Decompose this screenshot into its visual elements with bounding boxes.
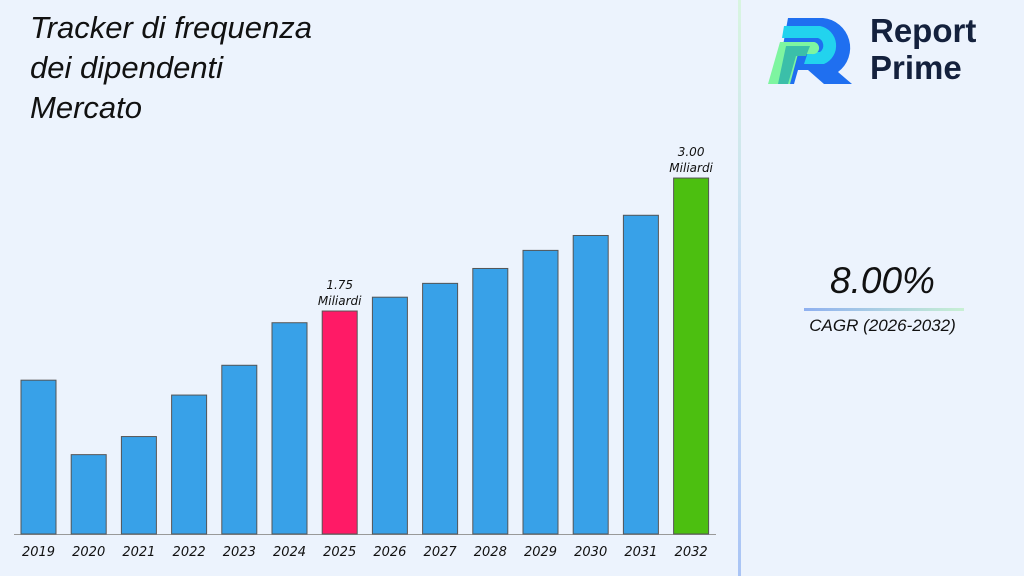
bar-2022 [171,394,208,535]
title-line: dei dipendenti [30,50,224,85]
cagr-underline [804,308,964,311]
brand-line: Report [870,12,977,49]
x-tick-label: 2027 [424,545,458,560]
data-label-unit: Miliardi [318,294,362,308]
x-tick-label: 2031 [624,545,657,560]
x-tick-label: 2020 [72,545,105,560]
bar-2028 [472,267,509,535]
x-tick-label: 2032 [675,545,708,560]
chart-title: Tracker di frequenza dei dipendenti Merc… [30,8,312,128]
x-tick-label: 2023 [223,545,256,560]
x-tick-label: 2029 [524,545,557,560]
bar-2019 [20,379,57,535]
bar-2025 [321,310,358,535]
x-tick-label: 2030 [574,545,607,560]
title-line: Tracker di frequenza [30,10,312,45]
bar-2031 [622,214,659,535]
x-tick-label: 2026 [373,545,406,560]
bar-2021 [120,436,157,535]
x-tick-label: 2019 [22,545,55,560]
brand-line: Prime [870,49,962,86]
bar-chart: 2019 2020 2021 2022 2023 2024 2025 2026 2027 2028… [14,145,716,560]
cagr-label: CAGR (2026-2032) [809,316,956,335]
title-line: Mercato [30,90,142,125]
x-tick-label: 2022 [173,545,206,560]
bar-2032 [673,177,710,535]
bar-2030 [572,234,609,535]
bar-2029 [522,249,559,535]
bar-2024 [271,322,308,535]
x-tick-label: 2024 [273,545,306,560]
brand-name: Report Prime [870,12,976,86]
data-label-unit: Miliardi [669,161,713,175]
bar-2027 [422,282,459,535]
bar-2020 [70,454,107,535]
report-prime-logo-icon [768,18,852,84]
x-tick-label: 2021 [122,545,155,560]
data-label-value: 1.75 [326,278,353,292]
cagr-value: 8.00% [830,260,935,301]
bar-2026 [371,296,408,535]
x-tick-label: 2028 [474,545,507,560]
bar-2023 [221,364,258,535]
data-label-value: 3.00 [678,145,705,159]
divider [738,0,741,576]
x-tick-label: 2025 [323,545,356,560]
